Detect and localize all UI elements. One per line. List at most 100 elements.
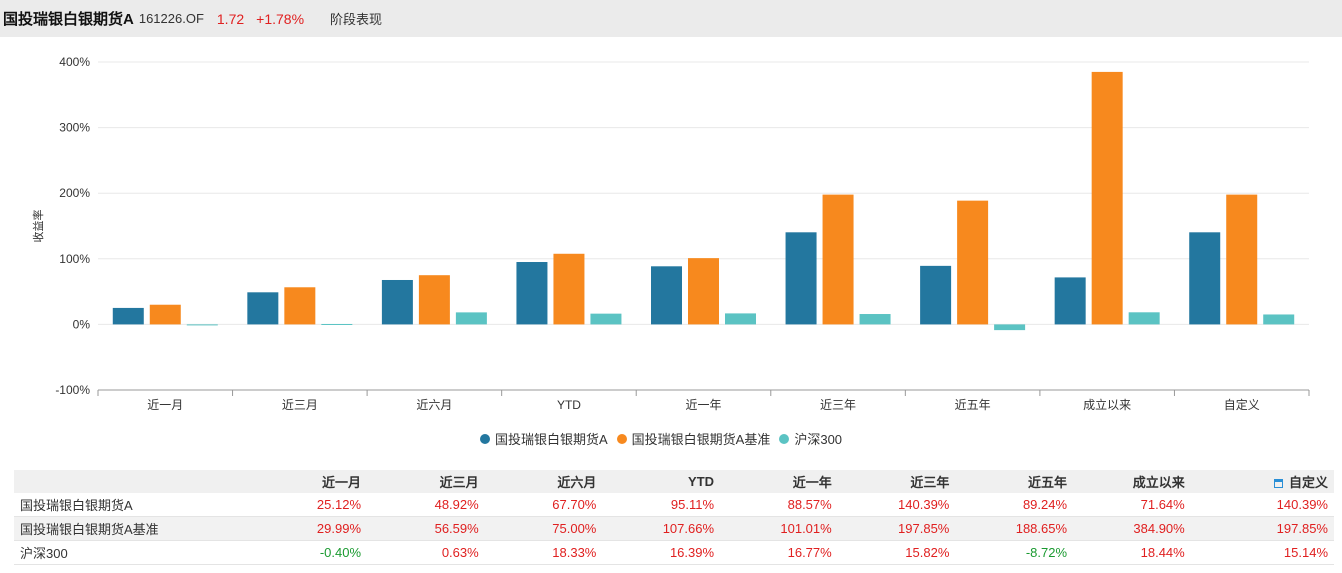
legend-item-index[interactable]: 沪深300 — [779, 429, 842, 448]
custom-range-button[interactable]: 自定义 — [1191, 470, 1334, 493]
value-cell: -0.40% — [319, 545, 362, 560]
value-cell: 197.85% — [1276, 521, 1328, 536]
header-cell: YTD — [688, 474, 715, 489]
y-tick-label: 300% — [59, 121, 90, 135]
bar-fund — [516, 262, 548, 325]
x-tick-label: 近五年 — [955, 398, 991, 412]
bar-benchmark — [688, 258, 719, 325]
value-cell: 16.39% — [669, 545, 715, 560]
bar-fund — [247, 292, 279, 325]
x-tick-label: 近六月 — [416, 398, 452, 412]
value-cell: 71.64% — [1140, 497, 1185, 512]
legend-item-benchmark[interactable]: 国投瑞银白银期货A基准 — [616, 429, 771, 448]
bar-benchmark — [553, 253, 585, 325]
value-cell: 101.01% — [780, 521, 832, 536]
bar-index — [321, 323, 353, 325]
fund-code: 161226.OF — [138, 11, 204, 26]
value-cell: 18.44% — [1140, 545, 1185, 560]
bar-benchmark — [149, 304, 181, 325]
bar-index — [186, 324, 218, 326]
value-cell: 15.82% — [905, 545, 950, 560]
value-cell: 0.63% — [441, 545, 479, 560]
y-tick-label: 200% — [59, 186, 90, 200]
bar-benchmark — [418, 275, 450, 325]
bar-index — [859, 314, 891, 325]
section-title: 阶段表现 — [330, 12, 383, 27]
bar-fund — [1189, 232, 1221, 325]
value-cell: 67.70% — [552, 497, 597, 512]
table-row: 国投瑞银白银期货A基准 29.99% 56.59% 75.00% 107.66% 101.… — [14, 516, 1334, 541]
value-cell: 384.90% — [1133, 521, 1185, 536]
bar-index — [1128, 312, 1160, 325]
bar-benchmark — [957, 200, 989, 325]
value-cell: 16.77% — [787, 545, 832, 560]
fund-change: +1.78% — [256, 10, 305, 27]
bar-index — [994, 324, 1026, 331]
x-tick-label: 成立以来 — [1083, 397, 1131, 412]
row-name-cell: 国投瑞银白银期货A基准 — [20, 522, 159, 537]
value-cell: 25.12% — [316, 497, 362, 512]
bar-fund — [651, 266, 682, 325]
header-cell: 近五年 — [1028, 475, 1068, 490]
y-tick-label: 100% — [59, 252, 90, 266]
x-tick-label: 近一月 — [147, 398, 183, 412]
performance-table: 近一月 近三月 近六月 YTD 近一年 近三年 近五年 成立以来 自定义 国投瑞… — [14, 470, 1334, 565]
value-cell: 107.66% — [662, 521, 715, 536]
legend-label-index: 沪深300 — [794, 432, 843, 447]
legend-label-benchmark: 国投瑞银白银期货A基准 — [631, 432, 771, 447]
bar-fund — [785, 232, 817, 325]
x-tick-label: 自定义 — [1224, 397, 1260, 412]
header-cell: 成立以来 — [1132, 475, 1185, 490]
x-tick-label: 近三月 — [282, 398, 318, 412]
header-cell: 近三年 — [910, 475, 950, 490]
calendar-icon — [1273, 479, 1283, 488]
bar-index — [725, 313, 756, 325]
header-cell: 近一年 — [792, 475, 832, 490]
fund-name[interactable]: 国投瑞银白银期货A — [3, 11, 134, 28]
bar-fund — [112, 307, 144, 325]
value-cell: 48.92% — [434, 497, 479, 512]
value-cell: 140.39% — [1276, 497, 1328, 512]
table-header-row: 近一月 近三月 近六月 YTD 近一年 近三年 近五年 成立以来 自定义 — [14, 470, 1334, 493]
y-tick-label: 0% — [73, 317, 91, 331]
value-cell: 29.99% — [316, 521, 362, 536]
row-name-cell: 国投瑞银白银期货A — [20, 498, 133, 513]
legend-dot-fund — [480, 433, 490, 444]
custom-range-label: 自定义 — [1288, 475, 1328, 490]
value-cell: 197.85% — [898, 521, 950, 536]
bar-benchmark — [1091, 71, 1123, 325]
header-cell: 近三月 — [439, 475, 479, 490]
y-tick-label: -100% — [55, 383, 90, 397]
legend-dot-benchmark — [616, 433, 627, 444]
value-cell: -8.72% — [1025, 545, 1068, 560]
legend-label-fund: 国投瑞银白银期货A — [495, 432, 608, 447]
table-row: 国投瑞银白银期货A 25.12% 48.92% 67.70% 95.11% 88.57% 1… — [14, 493, 1334, 517]
bar-benchmark — [284, 287, 316, 325]
bar-benchmark — [1226, 194, 1258, 325]
fund-price: 1.72 — [216, 10, 245, 27]
bar-fund — [381, 279, 413, 325]
bar-benchmark — [822, 194, 854, 325]
legend-item-fund[interactable]: 国投瑞银白银期货A — [480, 429, 608, 448]
bar-index — [455, 312, 487, 325]
value-cell: 188.65% — [1015, 521, 1068, 536]
x-tick-label: 近三年 — [820, 398, 856, 412]
row-name-cell: 沪深300 — [20, 546, 68, 561]
bar-index — [590, 313, 622, 325]
header-name-cell — [14, 470, 249, 493]
value-cell: 140.39% — [898, 497, 950, 512]
legend-dot-index — [779, 433, 790, 444]
bar-index — [1263, 314, 1295, 325]
x-tick-label: YTD — [557, 398, 581, 412]
value-cell: 75.00% — [552, 521, 597, 536]
chart-legend: 国投瑞银白银期货A 国投瑞银白银期货A基准 沪深300 — [480, 429, 851, 448]
y-tick-label: 400% — [59, 55, 90, 69]
bar-fund — [920, 265, 952, 325]
value-cell: 89.24% — [1022, 497, 1068, 512]
value-cell: 95.11% — [670, 497, 715, 512]
table-row: 沪深300 -0.40% 0.63% 18.33% 16.39% 16.77% 15.82%… — [14, 541, 1334, 565]
value-cell: 88.57% — [787, 497, 832, 512]
header-cell: 近六月 — [557, 475, 597, 490]
y-axis-label: 收益率 — [31, 210, 45, 243]
